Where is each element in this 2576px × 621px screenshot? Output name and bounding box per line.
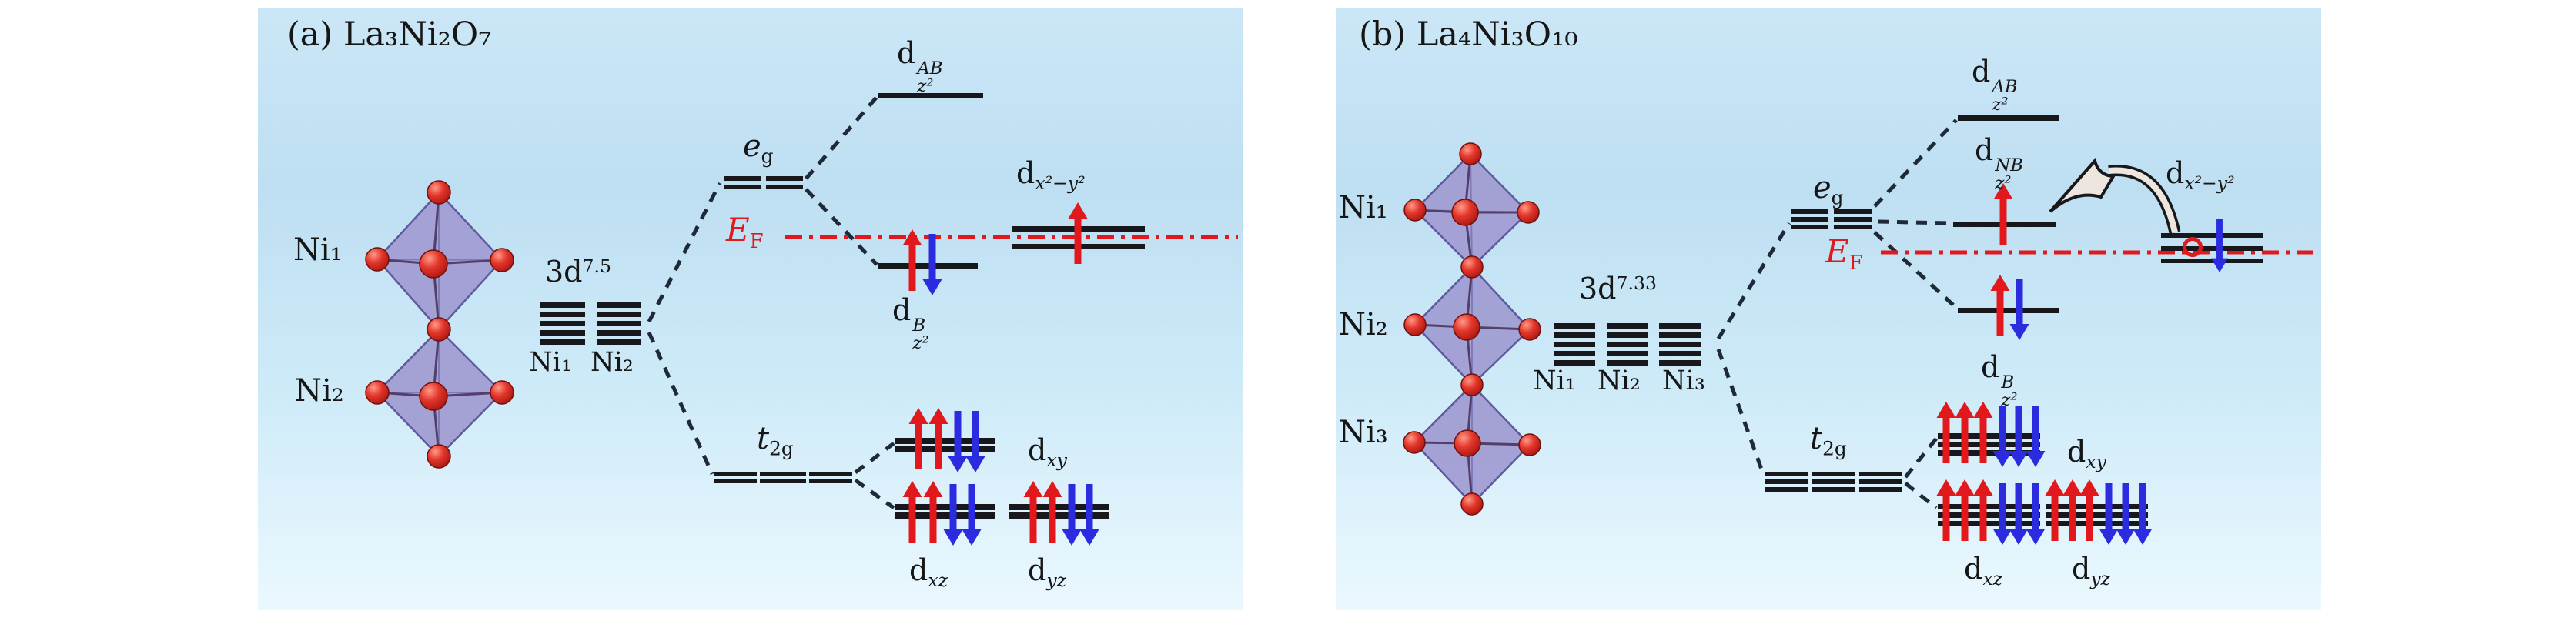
crystal-field-splitting-dashes bbox=[1716, 119, 1958, 509]
panel-b-diagram-graphics bbox=[1403, 115, 2313, 545]
t2g-label: t2g bbox=[757, 421, 794, 460]
site-label-ni1: Ni₁ bbox=[1339, 190, 1388, 225]
panel-b-la4ni3o10: (b) La₄Ni₃O₁₀ Ni₁ Ni₂ Ni₃ 3d7.33 Ni₁ Ni₂… bbox=[1336, 8, 2321, 610]
panel-a-la3ni2o7: (a) La₃Ni₂O₇ Ni₁ Ni₂ 3d7.5 Ni₁ Ni₂ eg EF… bbox=[258, 8, 1243, 610]
spin-up-arrow bbox=[1023, 481, 1043, 543]
level-site-label-ni2: Ni₂ bbox=[590, 347, 634, 378]
spin-down-arrow bbox=[2211, 219, 2228, 272]
dyz-level bbox=[1009, 481, 1109, 546]
eg-levels bbox=[724, 176, 803, 189]
spin-up-arrow bbox=[2045, 479, 2065, 541]
dx2y2-label: dx²−y² bbox=[2166, 156, 2235, 195]
level-site-label-ni3: Ni₃ bbox=[1662, 366, 1705, 396]
dz2-antibonding-level bbox=[878, 93, 983, 98]
oxygen-atoms bbox=[365, 180, 514, 469]
electron-config-label: 3d7.33 bbox=[1579, 272, 1657, 305]
t2g-levels bbox=[714, 472, 852, 483]
nio6-octahedra-trilayer bbox=[1403, 142, 1541, 516]
panel-b-title: (b) La₄Ni₃O₁₀ bbox=[1359, 15, 1578, 54]
dxz-level bbox=[895, 481, 995, 546]
spin-up-arrow bbox=[1042, 481, 1062, 543]
spin-up-arrow bbox=[1973, 479, 1993, 541]
eg-levels bbox=[1791, 209, 1872, 229]
fermi-label: EF bbox=[1825, 232, 1863, 275]
electron-transfer-arrow bbox=[2049, 157, 2181, 234]
level-site-label-ni1: Ni₁ bbox=[1533, 366, 1576, 396]
spin-up-arrow bbox=[2062, 479, 2083, 541]
level-site-label-ni1: Ni₁ bbox=[529, 347, 572, 378]
t2g-label: t2g bbox=[1810, 421, 1847, 460]
spin-up-arrow bbox=[1955, 479, 1975, 541]
spin-up-arrow bbox=[923, 481, 943, 543]
spin-up-arrow bbox=[1990, 275, 2010, 336]
dz2-nonbonding-level bbox=[1953, 183, 2056, 245]
dx2y2-level bbox=[2161, 219, 2263, 272]
panel-a-title: (a) La₃Ni₂O₇ bbox=[287, 15, 492, 54]
dz2-antibonding-level bbox=[1958, 115, 2059, 121]
spin-up-arrow bbox=[1936, 479, 1956, 541]
site-label-ni3: Ni₃ bbox=[1339, 415, 1388, 450]
eg-label: eg bbox=[1813, 170, 1844, 209]
site-label-ni2: Ni₂ bbox=[295, 373, 344, 409]
dz2-bonding-level bbox=[1958, 275, 2059, 340]
dz2-nonbonding-label: d NB z² bbox=[1975, 133, 2024, 194]
dxz-level bbox=[1936, 479, 2046, 545]
dxy-level bbox=[895, 408, 995, 472]
dyz-level bbox=[2045, 479, 2153, 545]
eg-label: eg bbox=[743, 129, 774, 168]
dx2y2-level bbox=[1012, 202, 1145, 264]
dxz-label: dxz bbox=[909, 553, 948, 592]
hole-circle bbox=[2183, 237, 2203, 257]
dxy-level bbox=[1936, 402, 2046, 467]
level-site-label-ni2: Ni₂ bbox=[1597, 366, 1641, 396]
dyz-label: dyz bbox=[1028, 553, 1067, 592]
dxz-label: dxz bbox=[1964, 552, 2003, 590]
electron-config-label: 3d7.5 bbox=[545, 255, 611, 289]
dz2-antibonding-label: d AB z² bbox=[897, 36, 943, 97]
dx2y2-label: dx²−y² bbox=[1016, 156, 1086, 195]
3d-level-stack bbox=[1554, 323, 1701, 366]
dxy-label: dxy bbox=[1028, 433, 1067, 472]
oxygen-atoms bbox=[1403, 142, 1541, 516]
dz2-antibonding-label: d AB z² bbox=[1972, 55, 2018, 115]
crystal-field-splitting-dashes bbox=[647, 95, 895, 510]
spin-up-arrow bbox=[2079, 479, 2099, 541]
spin-up-arrow bbox=[1068, 202, 1088, 264]
nio6-octahedra-bilayer bbox=[365, 180, 514, 469]
dxy-label: dxy bbox=[2067, 435, 2106, 473]
spin-up-arrow bbox=[902, 481, 922, 543]
3d-level-stack bbox=[540, 302, 641, 345]
fermi-label: EF bbox=[726, 211, 764, 254]
t2g-levels bbox=[1765, 472, 1902, 492]
panel-a-diagram-graphics bbox=[365, 93, 1238, 546]
dyz-label: dyz bbox=[2072, 552, 2111, 590]
site-label-ni1: Ni₁ bbox=[293, 232, 343, 268]
site-label-ni2: Ni₂ bbox=[1339, 307, 1388, 342]
dz2-bonding-level bbox=[878, 229, 978, 295]
